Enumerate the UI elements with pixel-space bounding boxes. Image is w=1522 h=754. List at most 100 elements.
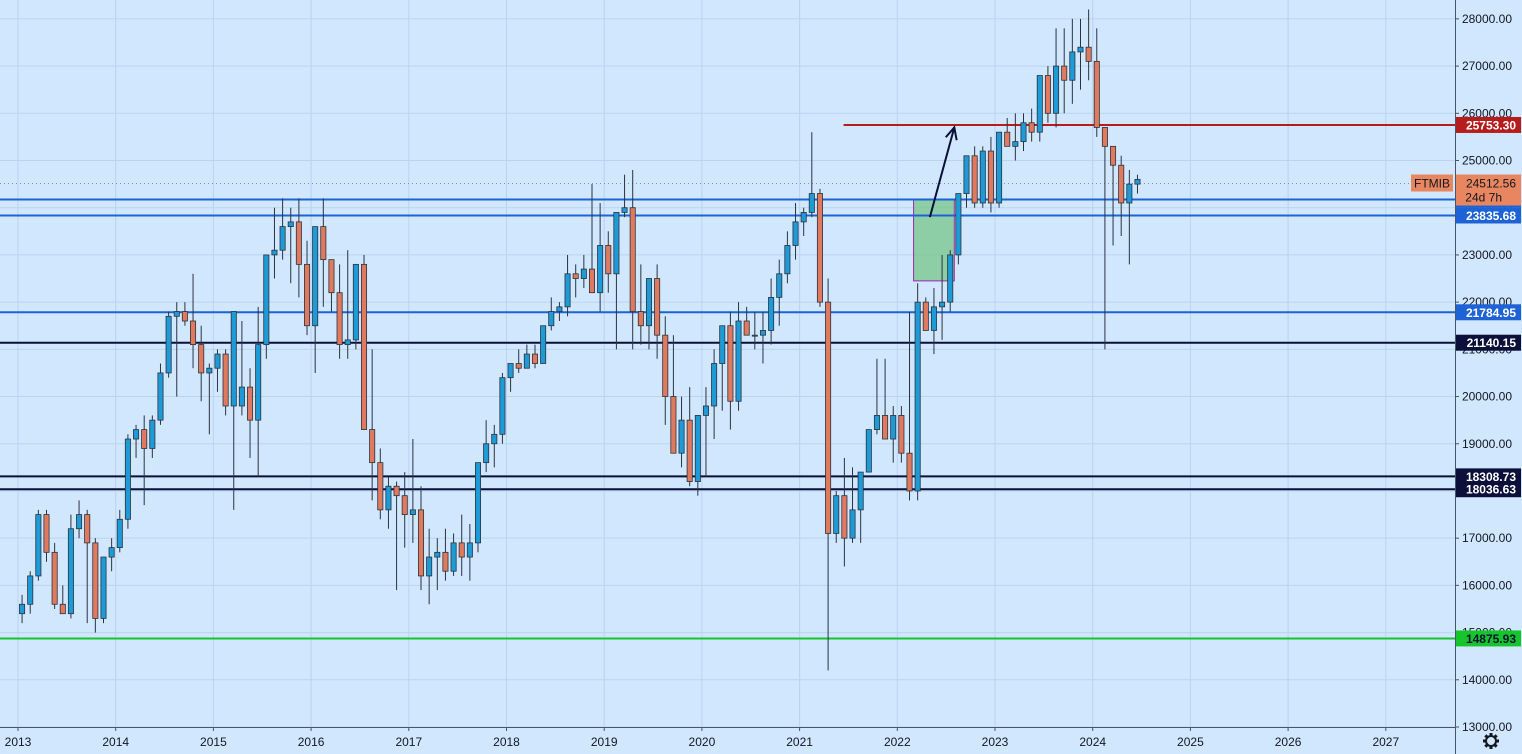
candle-body[interactable] (833, 495, 840, 534)
gear-icon[interactable] (1483, 733, 1499, 749)
candle-body[interactable] (564, 273, 571, 308)
candle-body[interactable] (588, 268, 595, 294)
candle-body[interactable] (173, 311, 180, 317)
candle-body[interactable] (1085, 46, 1092, 62)
candle-body[interactable] (930, 306, 937, 331)
candle-body[interactable] (84, 514, 91, 544)
symbol-tag[interactable] (1411, 174, 1453, 192)
candle-body[interactable] (572, 273, 579, 279)
candle-body[interactable] (377, 462, 384, 511)
candle-body[interactable] (499, 377, 506, 435)
price-level-tag[interactable] (1456, 116, 1521, 133)
candle-body[interactable] (181, 311, 188, 322)
candle-body[interactable] (418, 509, 425, 577)
candle-body[interactable] (393, 485, 400, 497)
candle-body[interactable] (694, 415, 701, 482)
candle-body[interactable] (857, 471, 864, 511)
candle-body[interactable] (1004, 131, 1011, 147)
candle-body[interactable] (352, 263, 359, 341)
candle-body[interactable] (27, 575, 34, 605)
candle-body[interactable] (768, 297, 775, 331)
candle-body[interactable] (654, 278, 661, 336)
candle-body[interactable] (947, 254, 954, 303)
candle-body[interactable] (51, 551, 58, 605)
candle-body[interactable] (1028, 122, 1035, 133)
candle-body[interactable] (670, 396, 677, 454)
candle-body[interactable] (247, 386, 254, 421)
candle-body[interactable] (108, 547, 115, 558)
candle-body[interactable] (678, 419, 685, 454)
candle-body[interactable] (43, 514, 50, 553)
candle-body[interactable] (914, 301, 921, 492)
candle-body[interactable] (1110, 145, 1117, 166)
candle-body[interactable] (426, 556, 433, 577)
candle-body[interactable] (971, 155, 978, 204)
projection-arrow-line[interactable] (928, 127, 956, 218)
candle-body[interactable] (507, 363, 514, 379)
candle-body[interactable] (1061, 65, 1068, 81)
candle-body[interactable] (165, 315, 172, 374)
candle-body[interactable] (124, 438, 131, 520)
candle-body[interactable] (450, 542, 457, 572)
candle-body[interactable] (979, 150, 986, 204)
candle-body[interactable] (149, 419, 156, 449)
candle-body[interactable] (890, 415, 897, 440)
candle-body[interactable] (719, 325, 726, 364)
price-level-tag[interactable] (1456, 304, 1521, 321)
candle-body[interactable] (19, 603, 26, 615)
candle-body[interactable] (1044, 75, 1051, 114)
candle-body[interactable] (1077, 46, 1084, 53)
candle-body[interactable] (1069, 51, 1076, 81)
candle-body[interactable] (776, 273, 783, 298)
candle-body[interactable] (686, 419, 693, 482)
price-level-tag[interactable] (1456, 630, 1521, 647)
candle-body[interactable] (865, 429, 872, 473)
candle-body[interactable] (1118, 164, 1125, 204)
candle-body[interactable] (531, 353, 538, 364)
candle-body[interactable] (466, 542, 473, 558)
candle-body[interactable] (987, 150, 994, 204)
candle-body[interactable] (59, 603, 66, 615)
candle-body[interactable] (409, 509, 416, 515)
candle-body[interactable] (361, 263, 368, 430)
candle-body[interactable] (1126, 183, 1133, 204)
candle-body[interactable] (190, 320, 197, 346)
candle-body[interactable] (523, 353, 530, 369)
candle-body[interactable] (963, 155, 970, 194)
candle-body[interactable] (882, 415, 889, 440)
candle-body[interactable] (792, 221, 799, 246)
price-level-tag[interactable] (1456, 334, 1521, 351)
last-price-tag[interactable] (1456, 174, 1521, 206)
candle-body[interactable] (1134, 178, 1141, 185)
candle-body[interactable] (100, 556, 107, 619)
candle-body[interactable] (230, 311, 237, 407)
candle-body[interactable] (515, 363, 522, 369)
candle-body[interactable] (784, 245, 791, 275)
candle-body[interactable] (287, 221, 294, 227)
candle-body[interactable] (328, 259, 335, 294)
candle-body[interactable] (76, 514, 83, 530)
candle-body[interactable] (312, 226, 319, 327)
candle-body[interactable] (873, 415, 880, 430)
candle-body[interactable] (548, 311, 555, 327)
candle-body[interactable] (1020, 122, 1027, 143)
candle-body[interactable] (711, 363, 718, 407)
candle-body[interactable] (238, 386, 245, 407)
candle-body[interactable] (759, 330, 766, 336)
price-level-tag[interactable] (1456, 481, 1521, 498)
candle-body[interactable] (369, 429, 376, 464)
candle-body[interactable] (279, 226, 286, 251)
candle-body[interactable] (922, 301, 929, 331)
candle-body[interactable] (1036, 75, 1043, 133)
candle-body[interactable] (955, 193, 962, 256)
candle-body[interactable] (751, 334, 758, 337)
candle-body[interactable] (336, 292, 343, 346)
candle-body[interactable] (35, 514, 42, 577)
candle-body[interactable] (214, 353, 221, 369)
candle-body[interactable] (483, 443, 490, 464)
candle-body[interactable] (637, 311, 644, 327)
candle-body[interactable] (816, 193, 823, 303)
candle-body[interactable] (645, 278, 652, 327)
candle-body[interactable] (295, 221, 302, 265)
candle-body[interactable] (320, 226, 327, 261)
